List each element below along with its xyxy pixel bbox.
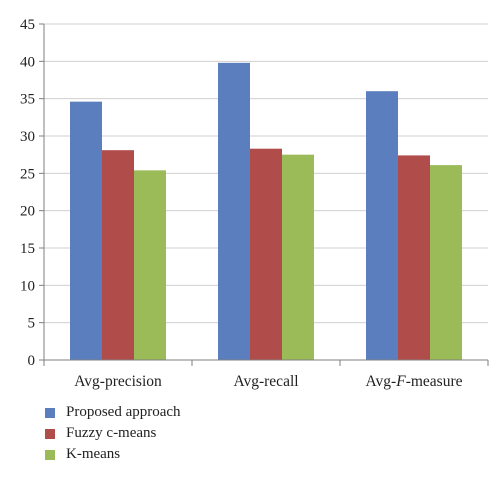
bar-chart: 0 5 10 15 20 25 30 35 40 45 Avg-precision Avg-reca… bbox=[20, 17, 489, 390]
bar-k-means-1 bbox=[282, 154, 314, 360]
y-tick-label: 30 bbox=[20, 129, 35, 145]
legend-label: Fuzzy c-means bbox=[66, 425, 157, 441]
y-tick-label: 15 bbox=[20, 241, 35, 257]
bar-k-means-0 bbox=[134, 170, 166, 360]
legend-label: K-means bbox=[66, 446, 121, 462]
y-tick-label: 40 bbox=[20, 54, 35, 70]
legend-label: Proposed approach bbox=[66, 404, 181, 420]
bar-proposed-approach-2 bbox=[366, 91, 398, 360]
y-tick-label: 0 bbox=[28, 353, 36, 369]
legend-item-fuzzy-c-means: Fuzzy c-means bbox=[45, 423, 181, 444]
legend-item-k-means: K-means bbox=[45, 444, 181, 465]
y-tick-label: 25 bbox=[20, 166, 35, 182]
bar-fuzzy-c-means-0 bbox=[102, 150, 134, 360]
x-category-label: Avg-precision bbox=[74, 373, 162, 390]
bar-k-means-2 bbox=[430, 165, 462, 360]
y-tick-label: 20 bbox=[20, 204, 35, 220]
y-axis: 0 5 10 15 20 25 30 35 40 45 bbox=[20, 17, 45, 369]
y-tick-label: 45 bbox=[20, 17, 35, 33]
x-axis: Avg-precision Avg-recall Avg-F-measure bbox=[43, 359, 489, 390]
bar-proposed-approach-0 bbox=[70, 101, 102, 361]
legend-swatch bbox=[45, 449, 55, 460]
y-tick-label: 5 bbox=[28, 316, 36, 332]
x-category-label: Avg-F-measure bbox=[366, 373, 463, 390]
bar-proposed-approach-1 bbox=[218, 62, 250, 361]
legend: Proposed approach Fuzzy c-means K-means bbox=[45, 402, 181, 465]
legend-swatch bbox=[45, 428, 55, 439]
bar-fuzzy-c-means-2 bbox=[398, 155, 430, 360]
legend-item-proposed-approach: Proposed approach bbox=[45, 402, 181, 423]
bar-fuzzy-c-means-1 bbox=[250, 148, 282, 360]
bars bbox=[70, 62, 462, 361]
x-category-label: Avg-recall bbox=[233, 373, 298, 390]
y-tick-label: 35 bbox=[20, 92, 35, 108]
y-tick-label: 10 bbox=[20, 278, 35, 294]
legend-swatch bbox=[45, 407, 55, 418]
